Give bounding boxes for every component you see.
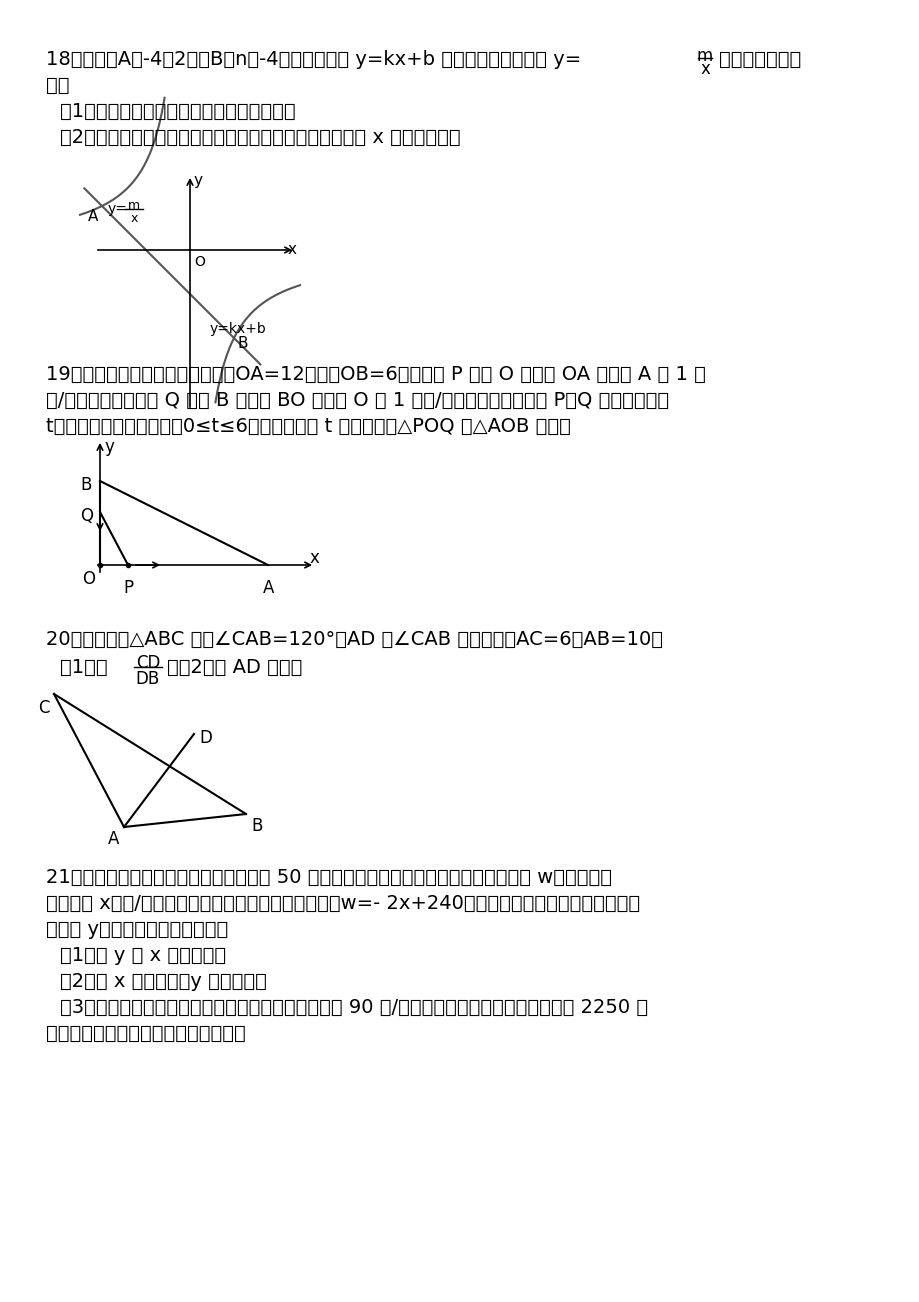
Text: O: O bbox=[194, 255, 205, 270]
Text: O: O bbox=[82, 570, 95, 589]
Text: m: m bbox=[128, 199, 140, 212]
Text: 18．如图，A（-4，2）、B（n，-4）是一次函数 y=kx+b 的图象与反比例函数 y=: 18．如图，A（-4，2）、B（n，-4）是一次函数 y=kx+b 的图象与反比… bbox=[46, 49, 581, 69]
Text: P: P bbox=[123, 579, 133, 598]
Text: 19．如图，在平面直角坐标系中，OA=12厘米，OB=6厘米．点 P 从点 O 开始沿 OA 边向点 A 以 1 厘: 19．如图，在平面直角坐标系中，OA=12厘米，OB=6厘米．点 P 从点 O … bbox=[46, 365, 705, 384]
Text: y=: y= bbox=[108, 202, 128, 216]
Text: （1）求此反比例函数和一次函数的解析式；: （1）求此反比例函数和一次函数的解析式； bbox=[60, 102, 295, 121]
Text: （2）当 x 取何值时，y 的值最大？: （2）当 x 取何值时，y 的值最大？ bbox=[60, 973, 267, 991]
Text: m: m bbox=[696, 47, 712, 65]
Text: y: y bbox=[104, 437, 114, 456]
Text: 21．某公司经销一种绿茶，每千克本钱为 50 元．市场调查发现，在一段时间内，销售量 w（千克）随: 21．某公司经销一种绿茶，每千克本钱为 50 元．市场调查发现，在一段时间内，销… bbox=[46, 868, 611, 887]
Text: 的销售利润，销售单价应定为多少元？: 的销售利润，销售单价应定为多少元？ bbox=[46, 1023, 245, 1043]
Text: 20．如图，在△ABC 中，∠CAB=120°，AD 是∠CAB 的平分线，AC=6，AB=10．: 20．如图，在△ABC 中，∠CAB=120°，AD 是∠CAB 的平分线，AC… bbox=[46, 630, 663, 648]
Text: 的图象的两个交: 的图象的两个交 bbox=[719, 49, 800, 69]
Text: t（秒）表示移动的时间（0≤t≤6），那么，当 t 为何值时，△POQ 与△AOB 相似？: t（秒）表示移动的时间（0≤t≤6），那么，当 t 为何值时，△POQ 与△AO… bbox=[46, 417, 571, 436]
Text: y=kx+b: y=kx+b bbox=[210, 322, 267, 336]
Text: x: x bbox=[288, 242, 297, 256]
Text: 利润为 y（元），解答以下问题：: 利润为 y（元），解答以下问题： bbox=[46, 921, 228, 939]
Text: （1）求 y 与 x 的关系式；: （1）求 y 与 x 的关系式； bbox=[60, 947, 226, 965]
Text: C: C bbox=[38, 699, 50, 717]
Text: A: A bbox=[108, 829, 119, 848]
Text: ；（2）求 AD 的长．: ；（2）求 AD 的长． bbox=[167, 658, 302, 677]
Text: 米/秒的速度移动；点 Q 从点 B 开始沿 BO 边向点 O 以 1 厘米/秒的速度移动．如果 P、Q 同时出发，用: 米/秒的速度移动；点 Q 从点 B 开始沿 BO 边向点 O 以 1 厘米/秒的… bbox=[46, 391, 668, 410]
Text: 销售单价 x（元/千克）的变化而变化，具体关系式为：w=- 2x+240．设这种绿茶在这段时间内的销售: 销售单价 x（元/千克）的变化而变化，具体关系式为：w=- 2x+240．设这种… bbox=[46, 894, 640, 913]
Text: D: D bbox=[199, 729, 211, 747]
Text: x: x bbox=[310, 549, 320, 566]
Text: B: B bbox=[80, 477, 91, 493]
Text: A: A bbox=[263, 579, 274, 598]
Text: B: B bbox=[251, 816, 262, 835]
Text: B: B bbox=[238, 336, 248, 352]
Text: y: y bbox=[194, 173, 203, 187]
Text: CD: CD bbox=[136, 654, 160, 672]
Text: （3）如果物价部门规定这种绿茶的销售单价不得高于 90 元/千克，公司想要在这段时间内获得 2250 元: （3）如果物价部门规定这种绿茶的销售单价不得高于 90 元/千克，公司想要在这段… bbox=[60, 999, 647, 1017]
Text: x: x bbox=[130, 212, 138, 225]
Text: Q: Q bbox=[80, 506, 93, 525]
Text: A: A bbox=[88, 210, 98, 224]
Text: 点．: 点． bbox=[46, 76, 70, 95]
Text: DB: DB bbox=[136, 671, 160, 687]
Text: x: x bbox=[699, 60, 709, 78]
Text: （2）根据图象写出使一次函数的值小于反比例函数的值的 x 的取值范围．: （2）根据图象写出使一次函数的值小于反比例函数的值的 x 的取值范围． bbox=[60, 128, 460, 147]
Text: （1）求: （1）求 bbox=[60, 658, 108, 677]
